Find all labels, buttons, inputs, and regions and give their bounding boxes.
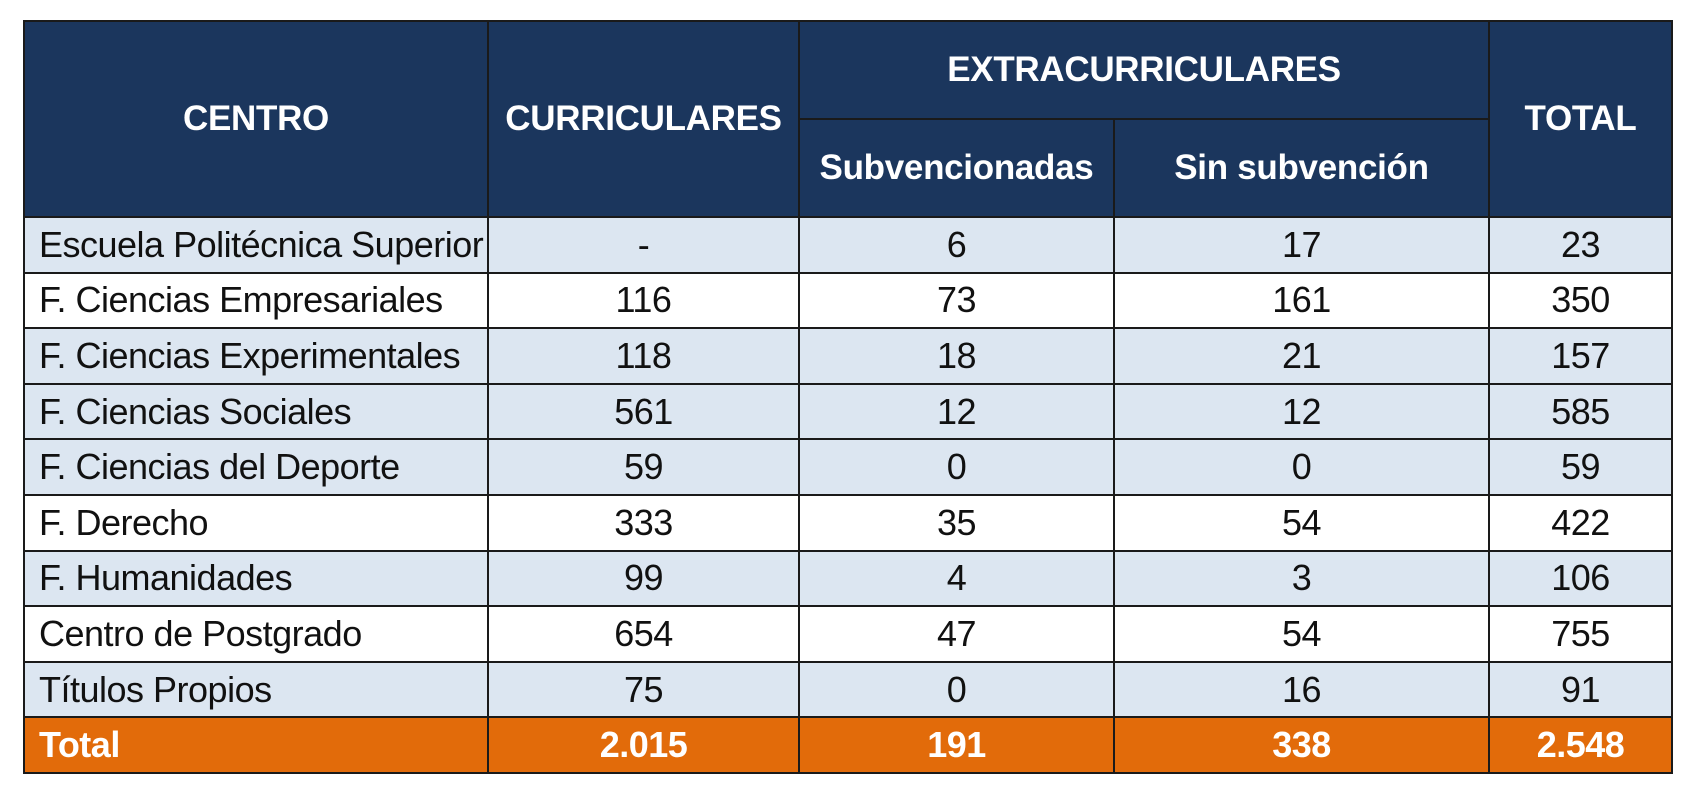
cell-curriculares: 333 bbox=[487, 493, 800, 552]
header-extracurriculares: EXTRACURRICULARES bbox=[798, 20, 1490, 120]
cell-sin-subvencion: 12 bbox=[1113, 382, 1490, 441]
cell-subvencionadas: 12 bbox=[798, 382, 1115, 441]
cell-total: 91 bbox=[1488, 660, 1673, 719]
cell-centro: F. Ciencias Sociales bbox=[23, 382, 489, 441]
cell-total: 350 bbox=[1488, 271, 1673, 330]
cell-sin-subvencion: 16 bbox=[1113, 660, 1490, 719]
table-row: F. Derecho 333 35 54 422 bbox=[23, 493, 1673, 552]
table-row: Escuela Politécnica Superior - 6 17 23 bbox=[23, 216, 1673, 274]
cell-subvencionadas: 0 bbox=[798, 438, 1115, 496]
cell-subvencionadas: 35 bbox=[798, 493, 1115, 552]
cell-curriculares: 561 bbox=[487, 382, 800, 441]
cell-sin-subvencion: 54 bbox=[1113, 493, 1490, 552]
cell-total: 23 bbox=[1488, 216, 1673, 274]
cell-curriculares: 654 bbox=[487, 605, 800, 663]
cell-sin-subvencion: 161 bbox=[1113, 271, 1490, 330]
table-row: Títulos Propios 75 0 16 91 bbox=[23, 660, 1673, 719]
cell-centro: F. Ciencias Empresariales bbox=[23, 271, 489, 330]
cell-centro: F. Derecho bbox=[23, 493, 489, 552]
table-row: F. Ciencias Experimentales 118 18 21 157 bbox=[23, 327, 1673, 385]
total-subvencionadas: 191 bbox=[798, 716, 1115, 774]
header-row-1: CENTRO CURRICULARES EXTRACURRICULARES TO… bbox=[23, 20, 1673, 218]
header-subvencionadas: Subvencionadas bbox=[798, 118, 1115, 218]
table-row: F. Humanidades 99 4 3 106 bbox=[23, 549, 1673, 608]
cell-centro: F. Ciencias Experimentales bbox=[23, 327, 489, 385]
cell-curriculares: 118 bbox=[487, 327, 800, 385]
cell-curriculares: 59 bbox=[487, 438, 800, 496]
header-sin-subvencion: Sin subvención bbox=[1113, 118, 1490, 218]
cell-total: 157 bbox=[1488, 327, 1673, 385]
cell-sin-subvencion: 21 bbox=[1113, 327, 1490, 385]
total-label: Total bbox=[23, 716, 489, 774]
total-row: Total 2.015 191 338 2.548 bbox=[23, 716, 1673, 774]
cell-centro: Centro de Postgrado bbox=[23, 605, 489, 663]
total-curriculares: 2.015 bbox=[487, 716, 800, 774]
table-row: F. Ciencias del Deporte 59 0 0 59 bbox=[23, 438, 1673, 496]
cell-sin-subvencion: 3 bbox=[1113, 549, 1490, 608]
cell-sin-subvencion: 17 bbox=[1113, 216, 1490, 274]
cell-subvencionadas: 18 bbox=[798, 327, 1115, 385]
table-body: Escuela Politécnica Superior - 6 17 23 F… bbox=[23, 216, 1673, 774]
cell-subvencionadas: 47 bbox=[798, 605, 1115, 663]
cell-subvencionadas: 73 bbox=[798, 271, 1115, 330]
cell-subvencionadas: 0 bbox=[798, 660, 1115, 719]
cell-curriculares: 99 bbox=[487, 549, 800, 608]
cell-total: 585 bbox=[1488, 382, 1673, 441]
table-row: F. Ciencias Empresariales 116 73 161 350 bbox=[23, 271, 1673, 330]
total-total: 2.548 bbox=[1488, 716, 1673, 774]
cell-centro: Escuela Politécnica Superior bbox=[23, 216, 489, 274]
table-header: CENTRO CURRICULARES EXTRACURRICULARES TO… bbox=[23, 20, 1673, 218]
total-sin-subvencion: 338 bbox=[1113, 716, 1490, 774]
cell-total: 106 bbox=[1488, 549, 1673, 608]
cell-total: 59 bbox=[1488, 438, 1673, 496]
courses-table: CENTRO CURRICULARES EXTRACURRICULARES TO… bbox=[23, 20, 1673, 774]
table-row: Centro de Postgrado 654 47 54 755 bbox=[23, 605, 1673, 663]
cell-centro: Títulos Propios bbox=[23, 660, 489, 719]
cell-sin-subvencion: 0 bbox=[1113, 438, 1490, 496]
header-centro: CENTRO bbox=[23, 20, 489, 218]
cell-sin-subvencion: 54 bbox=[1113, 605, 1490, 663]
cell-curriculares: 75 bbox=[487, 660, 800, 719]
cell-subvencionadas: 6 bbox=[798, 216, 1115, 274]
cell-subvencionadas: 4 bbox=[798, 549, 1115, 608]
header-row-2: Subvencionadas Sin subvención bbox=[24, 118, 1672, 218]
cell-centro: F. Ciencias del Deporte bbox=[23, 438, 489, 496]
cell-centro: F. Humanidades bbox=[23, 549, 489, 608]
cell-curriculares: - bbox=[487, 216, 800, 274]
cell-curriculares: 116 bbox=[487, 271, 800, 330]
cell-total: 422 bbox=[1488, 493, 1673, 552]
cell-total: 755 bbox=[1488, 605, 1673, 663]
header-total: TOTAL bbox=[1488, 20, 1673, 218]
header-curriculares: CURRICULARES bbox=[487, 20, 800, 218]
table-row: F. Ciencias Sociales 561 12 12 585 bbox=[23, 382, 1673, 441]
